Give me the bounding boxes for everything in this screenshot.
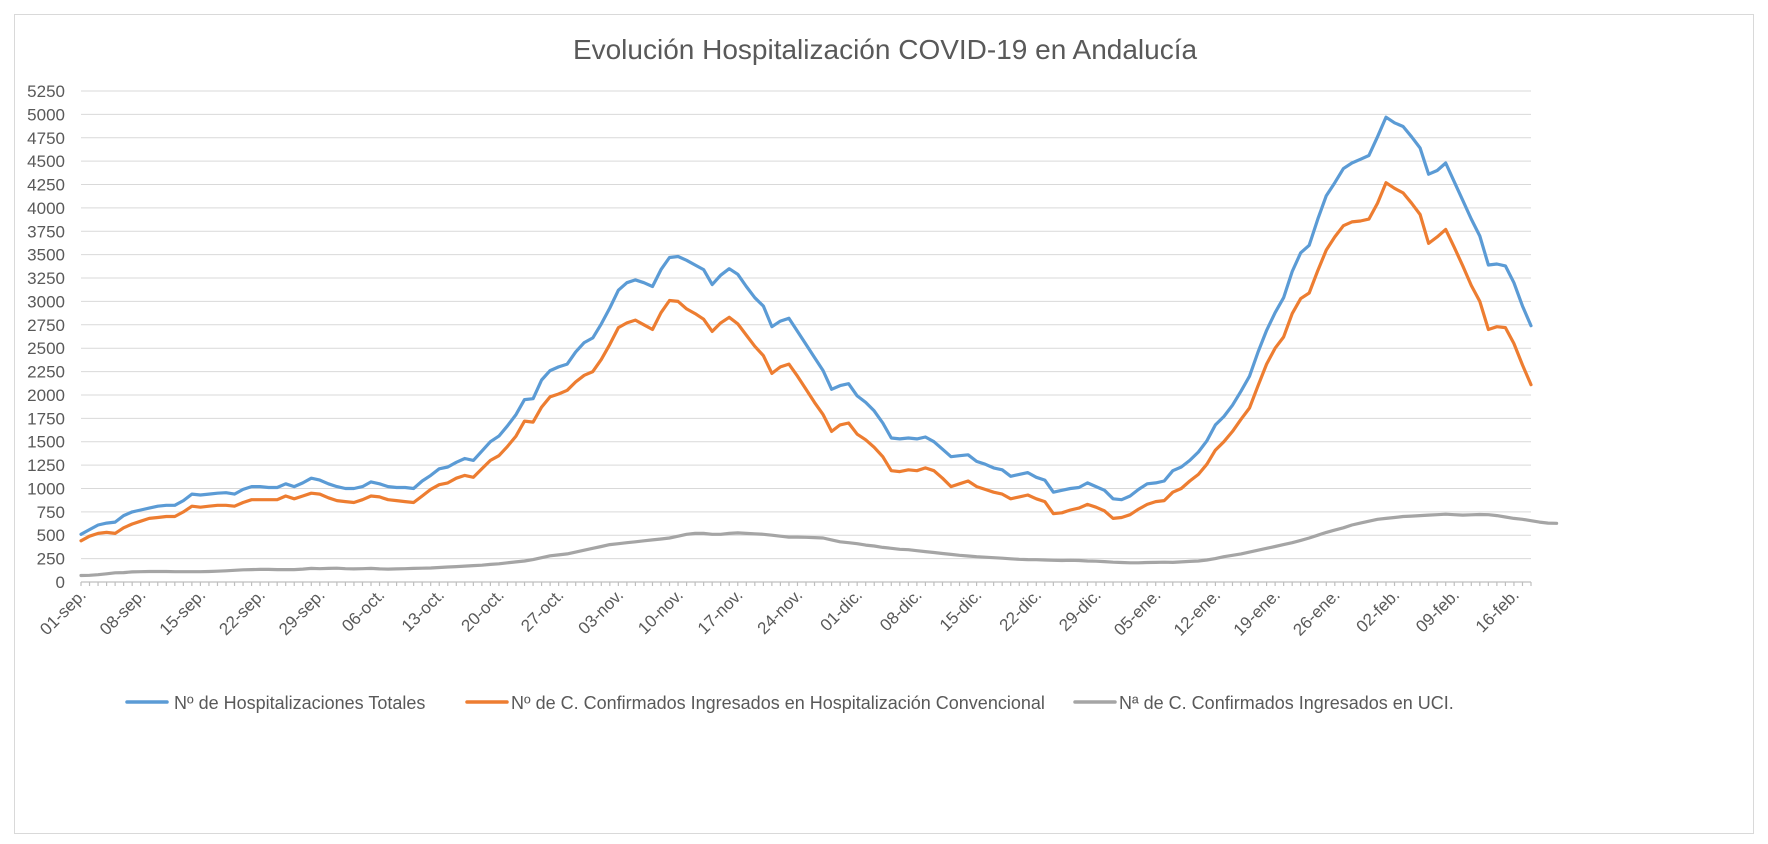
series-line-0 (79, 115, 1533, 536)
gridlines (81, 90, 1531, 560)
x-tick-label: 22-dic. (996, 585, 1046, 635)
y-tick-label: 5000 (27, 105, 65, 124)
x-tick-label: 26-ene. (1289, 585, 1343, 639)
y-tick-label: 4500 (27, 152, 65, 171)
y-tick-label: 4750 (27, 129, 65, 148)
y-tick-label: 1750 (27, 409, 65, 428)
x-tick-label: 27-oct. (517, 585, 567, 635)
line-chart: Evolución Hospitalización COVID-19 en An… (27, 34, 1559, 713)
y-tick-label: 2500 (27, 339, 65, 358)
y-tick-label: 5250 (27, 82, 65, 101)
x-tick-label: 08-dic. (876, 585, 926, 635)
chart-frame: Evolución Hospitalización COVID-19 en An… (14, 14, 1754, 834)
x-tick-label: 12-ene. (1170, 585, 1224, 639)
x-tick-label: 06-oct. (338, 585, 388, 635)
x-tick-label: 19-ene. (1230, 585, 1284, 639)
y-tick-label: 3500 (27, 246, 65, 265)
series-line-2 (79, 512, 1559, 578)
x-tick-label: 01-dic. (816, 585, 866, 635)
series-lines (79, 115, 1559, 578)
y-tick-label: 3250 (27, 269, 65, 288)
x-tick-label: 09-feb. (1412, 585, 1463, 636)
legend-label-2: Nª de C. Confirmados Ingresados en UCI. (1119, 693, 1454, 713)
x-tick-label: 08-sep. (96, 585, 150, 639)
y-tick-label: 0 (56, 573, 65, 592)
y-tick-label: 3000 (27, 292, 65, 311)
x-tick-label: 17-nov. (694, 585, 747, 638)
legend-label-0: Nº de Hospitalizaciones Totales (174, 693, 425, 713)
legend: Nº de Hospitalizaciones Totales Nº de C. … (125, 693, 1454, 713)
x-tick-label: 24-nov. (754, 585, 807, 638)
y-tick-label: 4250 (27, 176, 65, 195)
x-tick-label: 22-sep. (215, 585, 269, 639)
x-tick-label: 10-nov. (634, 585, 687, 638)
y-tick-label: 4000 (27, 199, 65, 218)
y-tick-label: 2250 (27, 363, 65, 382)
y-tick-label: 2000 (27, 386, 65, 405)
x-tick-label: 01-sep. (36, 585, 90, 639)
y-tick-label: 1500 (27, 433, 65, 452)
y-tick-label: 1000 (27, 479, 65, 498)
y-tick-label: 3750 (27, 222, 65, 241)
x-tick-label: 29-dic. (1055, 585, 1105, 635)
x-tick-label: 02-feb. (1352, 585, 1403, 636)
y-tick-label: 750 (37, 503, 65, 522)
x-tick-label: 16-feb. (1472, 585, 1523, 636)
x-tick-label: 03-nov. (575, 585, 628, 638)
x-tick-label: 05-ene. (1110, 585, 1164, 639)
chart-title: Evolución Hospitalización COVID-19 en An… (573, 34, 1198, 65)
y-tick-label: 500 (37, 526, 65, 545)
x-tick-label: 15-dic. (936, 585, 986, 635)
x-tick-label: 15-sep. (156, 585, 210, 639)
x-axis: 01-sep. 08-sep. 15-sep. 22-sep. 29-sep. 06-oc… (36, 581, 1532, 640)
x-tick-label: 20-oct. (458, 585, 508, 635)
series-line-1 (79, 181, 1533, 543)
y-tick-label: 250 (37, 550, 65, 569)
y-tick-label: 2750 (27, 316, 65, 335)
y-tick-label: 1250 (27, 456, 65, 475)
x-tick-label: 13-oct. (398, 585, 448, 635)
y-axis: 0 250 500 750 1000 1250 1500 1750 2000 2250 2500 27… (27, 82, 65, 592)
x-tick-label: 29-sep. (275, 585, 329, 639)
legend-label-1: Nº de C. Confirmados Ingresados en Hospi… (511, 693, 1045, 713)
